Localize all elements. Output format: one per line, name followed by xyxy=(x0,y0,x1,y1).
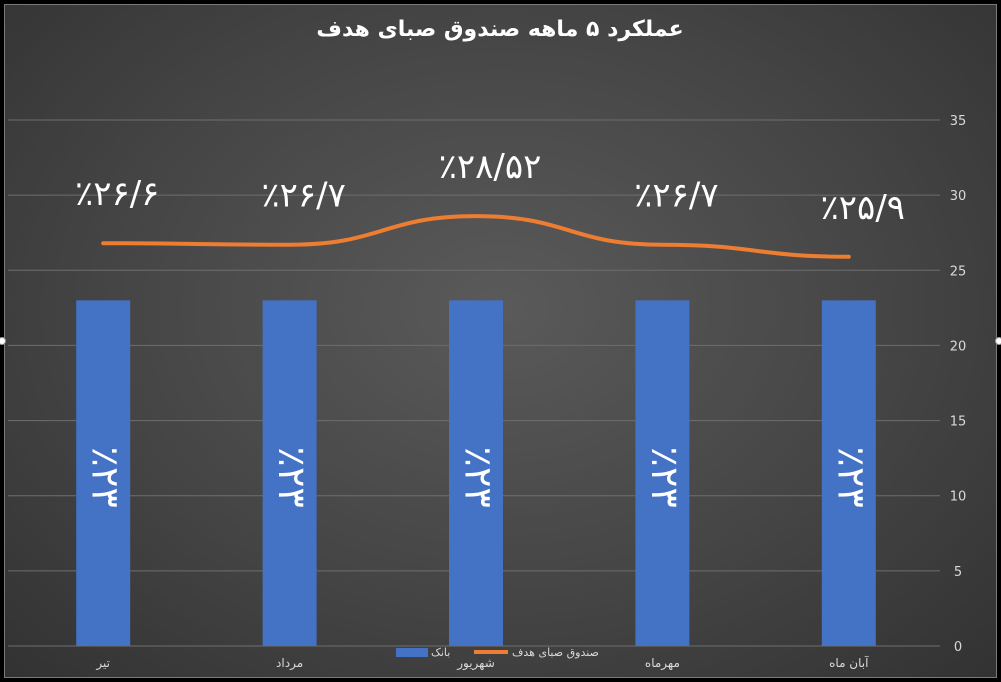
bar[interactable] xyxy=(635,300,690,646)
x-tick-label: مهرماه xyxy=(645,656,680,671)
bar-series: ٪۲۳ ٪۲۳ ٪۲۳ ٪۲۳ ٪۲۳ xyxy=(76,300,876,646)
y-axis: 0 5 10 15 20 25 30 35 xyxy=(950,114,967,655)
y-tick-label: 0 xyxy=(954,640,962,655)
y-tick-label: 35 xyxy=(950,114,967,129)
y-tick-label: 25 xyxy=(950,264,967,279)
x-tick-label: آبان ماه xyxy=(829,655,869,670)
resize-handle-left[interactable] xyxy=(0,337,6,345)
legend: بانک صندوق صبای هدف xyxy=(396,646,599,659)
bar-data-label: ٪۲۳ xyxy=(84,447,128,508)
line-data-label: ٪۲۵/۹ xyxy=(821,188,906,228)
bar[interactable] xyxy=(449,300,503,646)
bar-data-label: ٪۲۳ xyxy=(829,447,873,508)
y-tick-label: 20 xyxy=(950,339,967,354)
x-axis: تیر مرداد شهریور مهرماه آبان ماه xyxy=(95,655,869,671)
x-tick-label: تیر xyxy=(95,656,110,671)
line-path[interactable] xyxy=(101,214,851,259)
x-tick-label: شهریور xyxy=(456,656,495,671)
line-data-label: ٪۲۶/۷ xyxy=(634,176,719,216)
line-series: ٪۲۶/۶ ٪۲۶/۷ ٪۲۸/۵۲ ٪۲۶/۷ ٪۲۵/۹ xyxy=(75,147,906,259)
legend-label-line: صندوق صبای هدف xyxy=(512,646,599,659)
bar[interactable] xyxy=(821,300,876,646)
y-tick-label: 5 xyxy=(954,565,962,580)
resize-handle-right[interactable] xyxy=(995,337,1001,345)
bar-data-label: ٪۲۳ xyxy=(643,447,687,508)
x-tick-label: مرداد xyxy=(276,656,303,671)
chart-title: عملکرد ۵ ماهه صندوق صبای هدف xyxy=(316,17,683,42)
bar[interactable] xyxy=(262,300,317,646)
y-tick-label: 15 xyxy=(950,415,967,430)
legend-swatch-bar xyxy=(396,648,428,657)
legend-label-bar: بانک xyxy=(431,646,450,659)
y-tick-label: 30 xyxy=(950,189,967,204)
line-data-label: ٪۲۶/۶ xyxy=(75,174,160,214)
y-tick-label: 10 xyxy=(950,490,967,505)
bar-data-label: ٪۲۳ xyxy=(270,447,314,508)
line-data-label: ٪۲۸/۵۲ xyxy=(439,147,542,187)
bar-data-label: ٪۲۳ xyxy=(457,447,501,508)
line-data-label: ٪۲۶/۷ xyxy=(261,176,346,216)
bar[interactable] xyxy=(76,300,131,646)
